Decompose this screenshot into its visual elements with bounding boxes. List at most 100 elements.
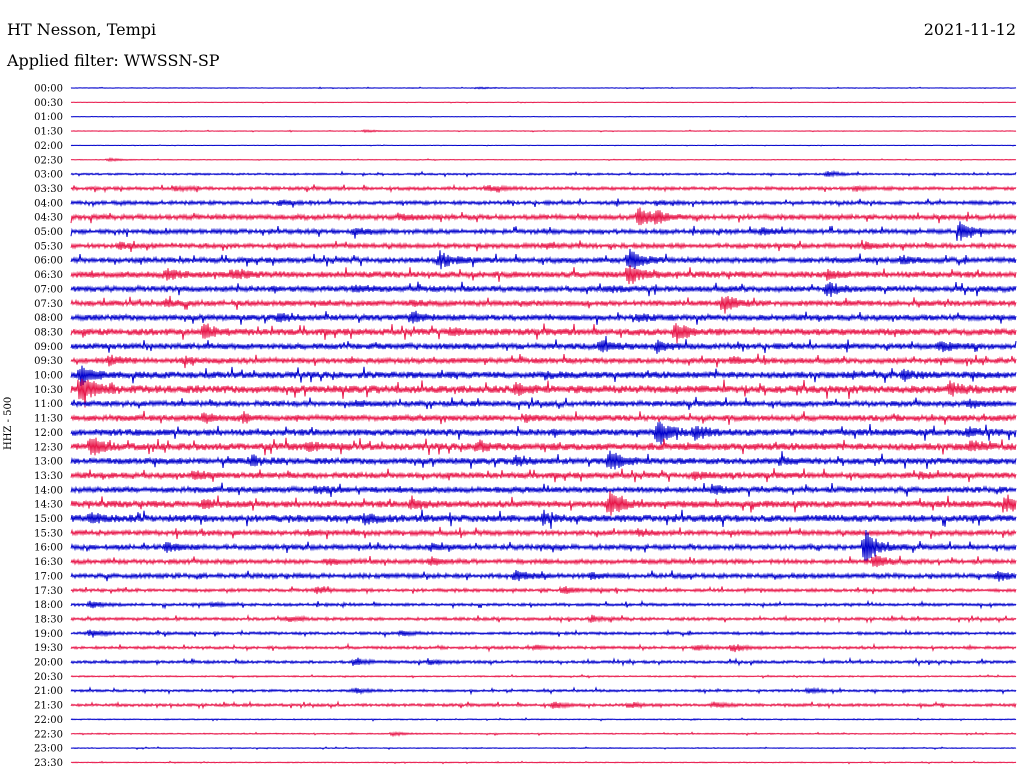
seismic-trace-row bbox=[70, 101, 1017, 104]
trace-lines bbox=[70, 86, 1017, 765]
seismic-trace-row bbox=[70, 585, 1017, 595]
seismic-trace-row bbox=[70, 613, 1017, 624]
seismic-trace-row bbox=[70, 265, 1017, 285]
seismic-trace-row bbox=[70, 700, 1017, 710]
seismic-trace-row bbox=[70, 760, 1017, 765]
row-time-label: 22:30 bbox=[34, 729, 63, 740]
seismic-trace-row bbox=[70, 450, 1017, 470]
row-time-label: 16:30 bbox=[34, 557, 63, 568]
row-time-label: 00:30 bbox=[34, 98, 63, 109]
seismic-trace-row bbox=[70, 207, 1017, 226]
row-time-label: 23:00 bbox=[34, 744, 63, 755]
row-time-label: 03:00 bbox=[34, 170, 63, 181]
seismic-trace-row bbox=[70, 730, 1017, 738]
seismic-trace-row bbox=[70, 410, 1017, 425]
row-time-label: 01:00 bbox=[34, 112, 63, 123]
row-time-label: 09:30 bbox=[34, 356, 63, 367]
seismic-trace-row bbox=[70, 628, 1017, 639]
row-time-label: 02:00 bbox=[34, 141, 63, 152]
seismic-trace-row bbox=[70, 295, 1017, 314]
seismic-trace-row bbox=[70, 144, 1017, 147]
row-time-label: 17:00 bbox=[34, 571, 63, 582]
row-time-label: 11:30 bbox=[34, 414, 63, 425]
seismic-trace-row bbox=[70, 323, 1017, 344]
row-time-label: 12:00 bbox=[34, 428, 63, 439]
row-time-label: 06:00 bbox=[34, 256, 63, 267]
record-date: 2021-11-12 bbox=[923, 20, 1016, 39]
seismic-trace-row bbox=[70, 378, 1017, 408]
seismic-trace-row bbox=[70, 281, 1017, 298]
row-time-label: 04:30 bbox=[34, 213, 63, 224]
seismic-trace-row bbox=[70, 169, 1017, 178]
row-time-label: 07:00 bbox=[34, 284, 63, 295]
seismic-trace-row bbox=[70, 129, 1017, 134]
seismic-trace-row bbox=[70, 437, 1017, 456]
seismic-trace-row bbox=[70, 509, 1017, 529]
row-time-label: 11:00 bbox=[34, 399, 63, 410]
row-time-label: 18:00 bbox=[34, 600, 63, 611]
row-time-label: 22:00 bbox=[34, 715, 63, 726]
seismic-trace-row bbox=[70, 396, 1017, 410]
row-time-label: 16:00 bbox=[34, 543, 63, 554]
seismic-trace-row bbox=[70, 526, 1017, 540]
row-time-label: 07:30 bbox=[34, 299, 63, 310]
seismic-trace-row bbox=[70, 490, 1017, 516]
row-time-label: 14:30 bbox=[34, 500, 63, 511]
row-time-label: 20:30 bbox=[34, 672, 63, 683]
seismic-trace-row bbox=[70, 482, 1017, 497]
row-time-label: 04:00 bbox=[34, 198, 63, 209]
row-time-label: 08:30 bbox=[34, 327, 63, 338]
seismic-trace-row bbox=[70, 421, 1017, 445]
row-time-label: 21:00 bbox=[34, 686, 63, 697]
seismic-trace-row bbox=[70, 529, 1017, 564]
row-time-label: 10:30 bbox=[34, 385, 63, 396]
row-time-label: 08:00 bbox=[34, 313, 63, 324]
seismic-trace-row bbox=[70, 686, 1017, 696]
row-time-label: 09:00 bbox=[34, 342, 63, 353]
row-time-label: 00:00 bbox=[34, 84, 63, 95]
seismic-trace-row bbox=[70, 554, 1017, 568]
row-time-label: 20:00 bbox=[34, 658, 63, 669]
row-time-label: 02:30 bbox=[34, 155, 63, 166]
row-time-label: 17:30 bbox=[34, 586, 63, 597]
row-time-label: 18:30 bbox=[34, 614, 63, 625]
row-time-label: 13:00 bbox=[34, 457, 63, 468]
row-time-label: 19:00 bbox=[34, 629, 63, 640]
seismic-trace-row bbox=[70, 656, 1017, 667]
seismic-trace-row bbox=[70, 642, 1017, 653]
row-time-label: 21:30 bbox=[34, 701, 63, 712]
row-time-label: 19:30 bbox=[34, 643, 63, 654]
seismic-trace-row bbox=[70, 115, 1017, 118]
row-time-label: 05:00 bbox=[34, 227, 63, 238]
seismic-trace-row bbox=[70, 336, 1017, 354]
seismic-trace-row bbox=[70, 673, 1017, 679]
row-time-label: 06:30 bbox=[34, 270, 63, 281]
seismic-trace-row bbox=[70, 365, 1017, 387]
seismic-trace-row bbox=[70, 599, 1017, 610]
time-labels: 00:00 00:30 01:00 01:30 02:00 02:30 03:00 03:30… bbox=[34, 84, 63, 769]
station-title: HT Nesson, Tempi bbox=[7, 20, 157, 39]
seismic-trace-row bbox=[70, 156, 1017, 163]
filter-label: Applied filter: WWSSN-SP bbox=[7, 51, 220, 70]
row-time-label: 12:30 bbox=[34, 442, 63, 453]
row-time-label: 01:30 bbox=[34, 127, 63, 138]
row-time-label: 13:30 bbox=[34, 471, 63, 482]
row-time-label: 05:30 bbox=[34, 241, 63, 252]
seismic-trace-row bbox=[70, 198, 1017, 208]
row-time-label: 15:30 bbox=[34, 528, 63, 539]
seismic-trace-row bbox=[70, 468, 1017, 483]
seismic-trace-row bbox=[70, 569, 1017, 582]
seismic-trace-row bbox=[70, 221, 1017, 241]
row-time-label: 15:00 bbox=[34, 514, 63, 525]
row-time-label: 03:30 bbox=[34, 184, 63, 195]
seismic-trace-row bbox=[70, 746, 1017, 751]
seismic-trace-row bbox=[70, 310, 1017, 325]
seismic-trace-row bbox=[70, 248, 1017, 270]
row-time-label: 23:30 bbox=[34, 758, 63, 769]
seismic-trace-row bbox=[70, 86, 1017, 90]
seismic-trace-row bbox=[70, 239, 1017, 253]
row-time-label: 10:00 bbox=[34, 371, 63, 382]
row-time-label: 14:00 bbox=[34, 485, 63, 496]
seismic-trace-row bbox=[70, 353, 1017, 369]
